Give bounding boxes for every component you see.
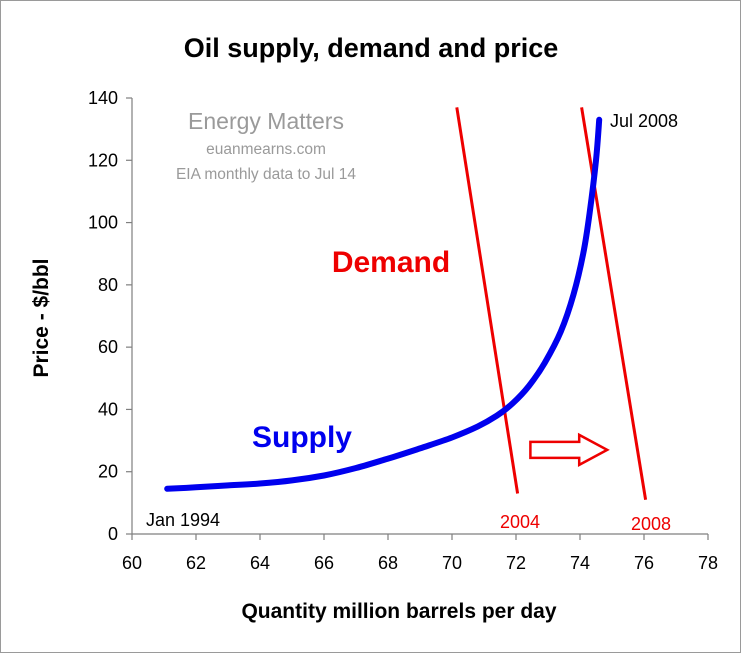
y-tick-label: 100 bbox=[88, 213, 118, 233]
demand-2004-label: 2004 bbox=[500, 512, 540, 532]
y-tick-label: 80 bbox=[98, 275, 118, 295]
x-tick-labels: 60 62 64 66 68 70 72 74 76 78 bbox=[122, 553, 718, 573]
demand-label: Demand bbox=[332, 246, 450, 279]
x-axis-title: Quantity million barrels per day bbox=[241, 600, 556, 623]
supply-label: Supply bbox=[252, 421, 352, 454]
x-tick-label: 76 bbox=[634, 553, 654, 573]
y-tick-label: 60 bbox=[98, 337, 118, 357]
shift-arrow bbox=[529, 432, 610, 467]
demand-2008-label: 2008 bbox=[631, 514, 671, 534]
y-axis-title: Price - $/bbl bbox=[30, 258, 53, 377]
axes bbox=[126, 97, 709, 540]
watermark-line-3: EIA monthly data to Jul 14 bbox=[176, 166, 356, 183]
watermark-line-1: Energy Matters bbox=[188, 108, 344, 134]
watermark: Energy Matters euanmearns.com EIA monthl… bbox=[176, 108, 356, 183]
x-tick-label: 64 bbox=[250, 553, 270, 573]
supply-curve bbox=[164, 116, 603, 492]
chart-title: Oil supply, demand and price bbox=[184, 33, 559, 63]
x-tick-label: 68 bbox=[378, 553, 398, 573]
x-tick-label: 78 bbox=[698, 553, 718, 573]
x-tick-label: 70 bbox=[442, 553, 462, 573]
end-point-label: Jul 2008 bbox=[610, 111, 678, 131]
y-tick-labels: 0 20 40 60 80 100 120 140 bbox=[88, 88, 118, 544]
series-group bbox=[164, 107, 648, 500]
watermark-line-2: euanmearns.com bbox=[206, 141, 326, 158]
start-point-label: Jan 1994 bbox=[146, 510, 220, 530]
y-tick-label: 120 bbox=[88, 150, 118, 170]
y-tick-label: 40 bbox=[98, 399, 118, 419]
demand-line-2004 bbox=[455, 107, 520, 494]
x-tick-label: 62 bbox=[186, 553, 206, 573]
x-tick-label: 72 bbox=[506, 553, 526, 573]
x-tick-label: 74 bbox=[570, 553, 590, 573]
x-tick-label: 60 bbox=[122, 553, 142, 573]
y-tick-label: 140 bbox=[88, 88, 118, 108]
y-tick-label: 20 bbox=[98, 462, 118, 482]
y-tick-label: 0 bbox=[108, 524, 118, 544]
x-tick-label: 66 bbox=[314, 553, 334, 573]
